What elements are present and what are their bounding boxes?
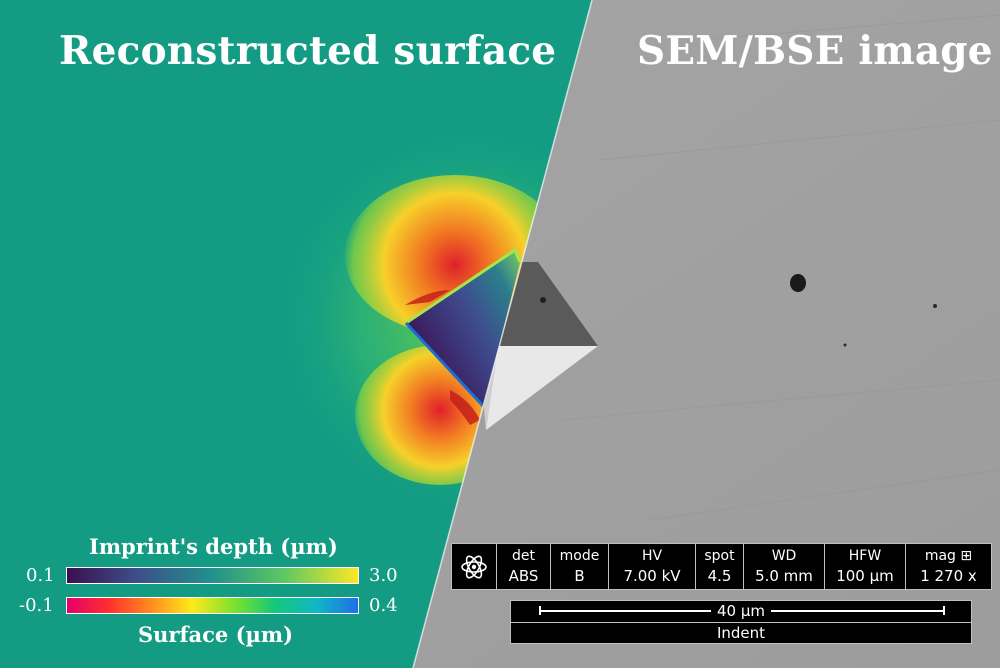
sem-key: mag ⊞ [924, 547, 973, 564]
sem-key: WD [771, 547, 797, 564]
sem-value: 4.5 [707, 566, 732, 585]
scale-bar-label: 40 µm [710, 601, 772, 621]
depth-colorbar-title: Imprint's depth (µm) [89, 534, 338, 559]
sem-col-spot: spot 4.5 [696, 544, 744, 589]
depth-colorbar-max: 3.0 [369, 565, 398, 586]
sem-value: 1 270 x [920, 566, 977, 585]
reconstructed-surface-title: Reconstructed surface [59, 28, 557, 74]
scale-bar-tick-right [943, 606, 945, 615]
sem-info-bar: det ABS mode B HV 7.00 kV spot 4.5 WD 5.… [451, 543, 992, 590]
sem-col-wd: WD 5.0 mm [744, 544, 825, 589]
surface-colorbar-title: Surface (µm) [138, 622, 294, 647]
sem-key: HFW [848, 547, 882, 564]
sem-col-hv: HV 7.00 kV [609, 544, 696, 589]
sem-value: ABS [508, 566, 539, 585]
surface-colorbar-min: -0.1 [19, 595, 54, 616]
sem-key: spot [704, 547, 735, 564]
scale-bar-tick-left [539, 606, 541, 615]
atom-logo-icon [452, 544, 497, 589]
sem-value: 7.00 kV [623, 566, 681, 585]
sem-key: det [512, 547, 535, 564]
depth-colorbar [66, 567, 359, 584]
surface-colorbar-max: 0.4 [369, 595, 398, 616]
surface-colorbar [66, 597, 359, 614]
scale-bar-row: 40 µm [511, 601, 971, 623]
sem-value: 5.0 mm [755, 566, 813, 585]
image-caption: Indent [716, 624, 766, 642]
sem-value: B [574, 566, 585, 585]
sem-key: HV [641, 547, 663, 564]
depth-colorbar-min: 0.1 [26, 565, 55, 586]
sem-col-hfw: HFW 100 µm [825, 544, 906, 589]
sem-col-mag: mag ⊞ 1 270 x [906, 544, 991, 589]
sem-image-title: SEM/BSE image [637, 28, 993, 74]
sem-key: mode [559, 547, 600, 564]
scale-bar-box: 40 µm Indent [510, 600, 972, 644]
sem-value: 100 µm [836, 566, 894, 585]
sem-col-mode: mode B [551, 544, 609, 589]
sem-col-det: det ABS [497, 544, 551, 589]
